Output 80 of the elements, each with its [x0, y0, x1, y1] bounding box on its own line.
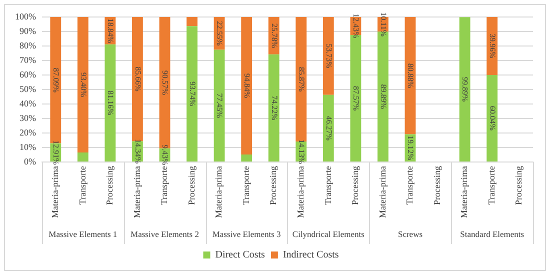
y-tick-label: 80% [19, 40, 36, 50]
bar [268, 54, 280, 162]
bar [241, 17, 252, 154]
x-tick-label: Transporte [77, 166, 88, 205]
data-label: 12.43% [352, 14, 361, 39]
data-label: 74.22% [270, 96, 279, 121]
y-tick-label: 100% [14, 11, 36, 22]
text: Standard Elements [460, 229, 524, 240]
data-label: 93.74% [188, 81, 197, 106]
legend-label: Indirect Costs [282, 250, 339, 261]
text: Massive Elements 1 [48, 229, 118, 240]
data-label: 39.96% [488, 34, 497, 59]
bar [104, 44, 116, 162]
x-tick-label: Processing [186, 166, 196, 206]
x-tick-label: Materia-prima [50, 166, 60, 218]
x-tick-label: Transporte [486, 166, 496, 205]
data-label: 87.09% [52, 68, 61, 93]
y-tick-label: 90% [19, 26, 36, 36]
bar [486, 74, 498, 162]
data-label: 81.16% [106, 90, 116, 116]
x-tick-label: Processing [268, 166, 278, 206]
data-label: 10.11% [378, 12, 388, 37]
text: Massive Elements 2 [130, 229, 199, 240]
data-label: 80.88% [406, 63, 416, 88]
bar [132, 17, 143, 142]
y-tick-label: 30% [19, 112, 36, 123]
data-label: 85.66% [133, 66, 142, 92]
data-label: 14.34% [133, 139, 142, 164]
data-label: 87.57% [352, 86, 361, 111]
bar [322, 94, 334, 162]
text: Massive Elements 3 [212, 229, 281, 240]
x-tick-label: Transporte [404, 166, 415, 205]
data-label: 94.84% [242, 73, 252, 98]
data-label: 89.89% [378, 84, 388, 110]
x-tick-label: Materia-prima [214, 166, 224, 218]
legend-label: Direct Costs [215, 250, 266, 261]
bar [459, 17, 470, 162]
x-tick-label: Transporte [240, 166, 251, 205]
x-tick-label: Processing [514, 166, 524, 206]
data-label: 9.43% [160, 144, 170, 166]
y-tick-label: 20% [19, 127, 36, 138]
x-tick-label: Materia-prima [459, 166, 470, 218]
data-label: 53.73% [324, 44, 334, 69]
data-label: 90.57% [160, 70, 170, 96]
data-label: 60.04% [488, 106, 497, 131]
y-tick-label: 10% [19, 142, 36, 152]
data-label: 18.84% [106, 18, 116, 44]
bar [296, 17, 307, 142]
x-tick-label: Materia-prima [377, 166, 388, 218]
y-tick-label: 70% [19, 54, 36, 65]
x-tick-label: Processing [104, 166, 115, 206]
data-label: 99.89% [460, 77, 470, 102]
x-tick-label: Processing [432, 166, 442, 206]
x-tick-label: Materia-prima [295, 166, 306, 218]
bar [186, 26, 198, 162]
x-tick-label: Materia-prima [132, 166, 142, 218]
bar [77, 17, 88, 152]
data-label: 14.13% [297, 139, 306, 164]
y-tick-label: 40% [19, 98, 36, 108]
data-label: 19.12% [406, 136, 416, 161]
x-tick-label: Transporte [159, 166, 170, 205]
bar [77, 152, 88, 162]
bar [241, 154, 252, 162]
bar [322, 17, 334, 95]
bar [186, 17, 198, 26]
data-label: 22.55% [215, 21, 224, 46]
text: Cilyndrical Elements [292, 229, 364, 240]
data-label: 25.78% [270, 23, 279, 48]
x-tick-label: Transporte [322, 166, 333, 205]
y-tick-label: 50% [19, 84, 36, 94]
data-label: 93.40% [78, 72, 88, 98]
data-label: 46.27% [324, 116, 334, 141]
x-tick-label: Processing [350, 166, 360, 206]
text: Screws [398, 229, 423, 240]
bar [214, 50, 225, 162]
data-label: 85.87% [297, 66, 306, 92]
data-label: 12.91% [52, 140, 61, 166]
y-tick-label: 0% [24, 156, 36, 166]
data-label: 77.45% [215, 93, 224, 118]
y-tick-label: 60% [19, 69, 36, 80]
